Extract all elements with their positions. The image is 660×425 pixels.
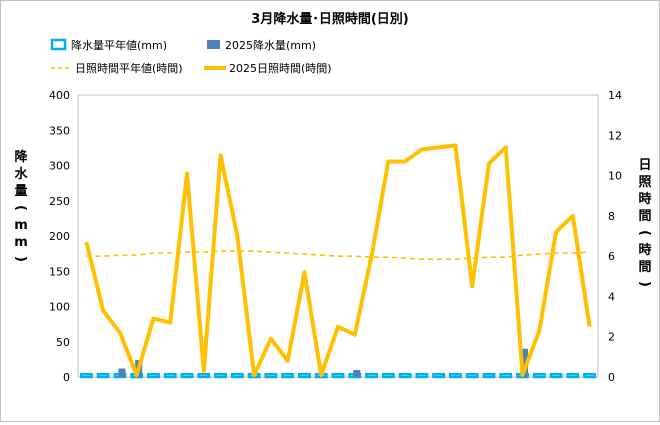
precip-normal-bar xyxy=(281,372,295,379)
legend-label-sun-2025: 2025日照時間(時間) xyxy=(229,62,332,75)
precip-normal-bar xyxy=(147,372,160,379)
precip-normal-bar xyxy=(365,372,378,379)
right-tick-label: 6 xyxy=(608,250,615,263)
left-tick-label: 150 xyxy=(49,265,70,278)
right-axis-title: 日照時間(時間) xyxy=(637,158,652,287)
axis-title-char: 時 xyxy=(638,242,651,258)
precip-normal-bar xyxy=(465,372,479,379)
precip-normal-bar xyxy=(298,372,311,379)
legend-label-precip-normal: 降水量平年値(mm) xyxy=(71,38,167,52)
axis-title-char: 降 xyxy=(14,149,28,165)
axis-title-char: 量 xyxy=(14,184,27,199)
right-axis-ticks: 0 2 4 6 8 10 12 14 xyxy=(608,89,622,384)
axis-title-char: ( xyxy=(13,205,28,211)
axis-title-char: m xyxy=(14,235,28,250)
left-tick-label: 350 xyxy=(49,124,70,137)
legend-item-sun-2025: 2025日照時間(時間) xyxy=(204,62,332,75)
axis-title-char: ) xyxy=(637,281,652,287)
left-axis-title: 降水量 ( mm) xyxy=(13,149,28,262)
chart-title: 3月降水量･日照時間(日別) xyxy=(251,11,408,27)
axis-title-char: 時 xyxy=(638,191,651,207)
left-tick-label: 50 xyxy=(56,336,70,349)
precip-normal-bar xyxy=(532,372,546,379)
axis-title-char: m xyxy=(14,218,28,233)
sunshine-2025-line xyxy=(84,143,592,377)
legend-item-sun-normal: 日照時間平年値(時間) xyxy=(51,61,183,75)
precip-normal-bar xyxy=(214,372,228,379)
precip-normal-bar xyxy=(415,372,429,379)
precip-normal-bar xyxy=(448,372,462,379)
left-tick-label: 250 xyxy=(49,195,70,208)
sunshine-lines xyxy=(84,143,592,377)
left-tick-label: 400 xyxy=(49,89,70,102)
precip-normal-bars xyxy=(79,372,597,379)
precip-normal-bar xyxy=(432,372,446,379)
legend-swatch-precip-normal xyxy=(50,38,67,51)
legend-label-sun-normal: 日照時間平年値(時間) xyxy=(75,61,183,75)
left-axis-ticks: 0 50 100 150 200 250 300 350 400 xyxy=(49,89,70,384)
precip-normal-bar xyxy=(499,372,513,379)
precip-normal-bar xyxy=(96,372,110,379)
precip-normal-bar xyxy=(583,372,597,379)
legend: 降水量平年値(mm) 2025降水量(mm) 日照時間平年値(時間) 2025日… xyxy=(50,38,332,75)
precip-normal-bar xyxy=(331,372,345,379)
precip-normal-bar xyxy=(163,372,177,379)
legend-item-precip-2025: 2025降水量(mm) xyxy=(207,38,316,52)
left-tick-label: 300 xyxy=(49,160,70,173)
right-tick-label: 8 xyxy=(608,210,615,223)
precip-normal-bar xyxy=(381,372,395,379)
precip-normal-bar xyxy=(230,372,244,379)
precip-2025-bar xyxy=(353,369,361,377)
precip-normal-bar xyxy=(79,372,93,379)
legend-swatch-precip-2025 xyxy=(207,40,220,49)
precip-2025-bar xyxy=(520,348,529,377)
axis-title-char: ( xyxy=(637,230,652,236)
axis-title-char: 水 xyxy=(14,166,28,182)
precip-normal-bar xyxy=(398,372,412,379)
axis-title-char: 日 xyxy=(638,158,651,173)
axis-title-char: 照 xyxy=(638,175,651,190)
axis-title-char: ) xyxy=(13,256,28,262)
precip-normal-bar xyxy=(180,372,194,379)
right-tick-label: 14 xyxy=(608,89,622,102)
precip-normal-bar xyxy=(549,372,563,379)
precip-normal-bar xyxy=(197,372,211,379)
right-tick-label: 12 xyxy=(608,129,622,142)
left-tick-label: 100 xyxy=(49,301,70,314)
left-tick-label: 0 xyxy=(63,371,70,384)
left-tick-label: 200 xyxy=(49,230,70,243)
precip-normal-bar xyxy=(566,372,580,379)
precip-2025-bar xyxy=(118,368,126,377)
sunshine-normal-line xyxy=(86,250,590,260)
legend-label-precip-2025: 2025降水量(mm) xyxy=(225,38,316,52)
right-tick-label: 2 xyxy=(608,331,615,344)
precip-normal-bar xyxy=(264,372,278,379)
right-tick-label: 10 xyxy=(608,170,622,183)
axis-title-char: 間 xyxy=(638,260,651,275)
right-tick-label: 4 xyxy=(608,290,615,303)
precip-normal-bar xyxy=(482,372,496,379)
axis-title-char: 間 xyxy=(638,209,651,224)
right-tick-label: 0 xyxy=(608,371,615,384)
legend-item-precip-normal: 降水量平年値(mm) xyxy=(50,38,167,52)
